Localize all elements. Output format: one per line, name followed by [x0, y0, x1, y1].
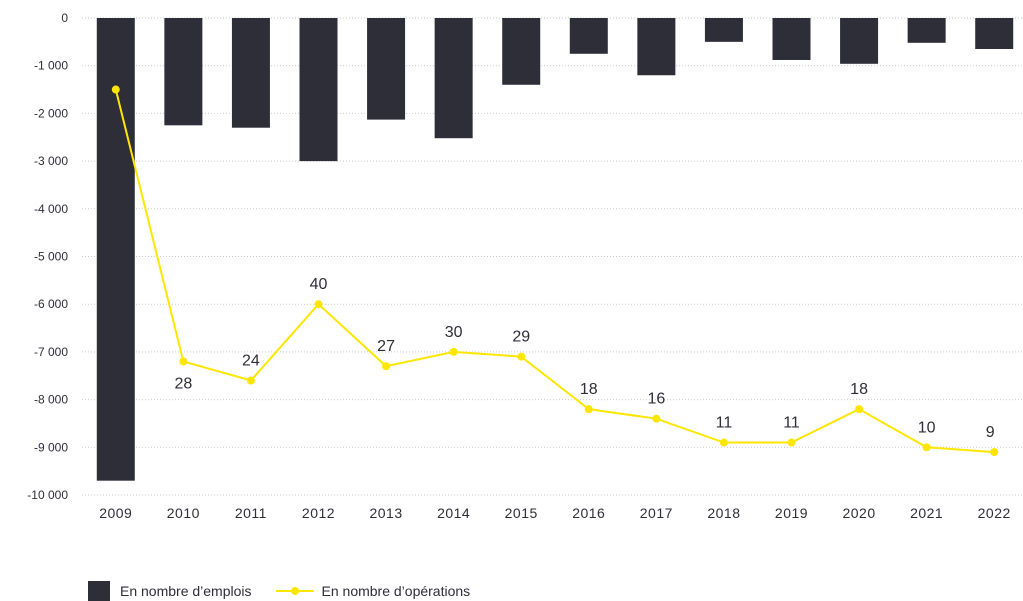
- y-tick-label: 0: [61, 11, 68, 25]
- x-tick-label: 2016: [572, 505, 605, 521]
- legend: En nombre d’emplois En nombre d’opératio…: [88, 581, 494, 601]
- y-tick-label: -6 000: [34, 297, 68, 311]
- x-tick-label: 2009: [99, 505, 132, 521]
- bar-series: [96, 18, 1014, 481]
- line-point-2016: [584, 405, 593, 414]
- bar-2016: [569, 18, 608, 54]
- data-label-2021: 10: [918, 419, 936, 436]
- line-point-2022: [990, 448, 999, 457]
- data-label-2011: 24: [242, 353, 260, 370]
- data-label-2013: 27: [377, 338, 395, 355]
- bar-2020: [840, 18, 879, 64]
- legend-item-line: En nombre d’opérations: [275, 581, 471, 601]
- data-label-2022: 9: [986, 424, 995, 441]
- line-point-2010: [179, 357, 188, 366]
- line-point-2013: [382, 362, 391, 371]
- x-tick-label: 2015: [505, 505, 538, 521]
- y-tick-label: -7 000: [34, 345, 68, 359]
- x-tick-label: 2018: [707, 505, 740, 521]
- bar-2015: [502, 18, 541, 85]
- data-label-2010: 28: [174, 375, 192, 392]
- x-tick-label: 2022: [978, 505, 1011, 521]
- line-point-2009: [111, 85, 120, 94]
- y-axis: 0 -1 000 -2 000 -3 000 -4 000 -5 000 -6 000 -7 …: [27, 11, 68, 502]
- x-tick-label: 2013: [369, 505, 402, 521]
- line-point-2012: [314, 300, 323, 309]
- data-label-2009: 85: [107, 62, 125, 79]
- x-tick-label: 2011: [235, 505, 267, 521]
- legend-bar-swatch: [88, 581, 110, 601]
- y-tick-label: -10 000: [27, 488, 68, 502]
- y-tick-label: -4 000: [34, 202, 68, 216]
- legend-line-label: En nombre d’opérations: [321, 583, 471, 599]
- data-label-2020: 18: [850, 381, 868, 398]
- data-label-2018: 11: [716, 415, 733, 432]
- x-tick-label: 2012: [302, 505, 335, 521]
- data-label-2014: 30: [445, 324, 463, 341]
- bar-2013: [367, 18, 406, 120]
- y-tick-label: -2 000: [34, 106, 68, 120]
- x-tick-label: 2010: [167, 505, 200, 521]
- y-tick-label: -3 000: [34, 154, 68, 168]
- x-tick-label: 2019: [775, 505, 808, 521]
- bar-2022: [975, 18, 1014, 50]
- y-tick-label: -9 000: [34, 440, 68, 454]
- line-point-2018: [719, 438, 728, 447]
- line-path: [114, 89, 995, 454]
- line-point-2014: [449, 347, 458, 356]
- line-series: 85 28 24 40 27 30 29 18 16 11 11 18 10 9: [107, 62, 999, 457]
- bar-2019: [772, 18, 811, 60]
- bar-2018: [704, 18, 743, 42]
- y-tick-label: -8 000: [34, 393, 68, 407]
- y-tick-label: -5 000: [34, 250, 68, 264]
- line-point-2020: [855, 405, 864, 414]
- bar-2012: [299, 18, 338, 162]
- line-point-2017: [652, 414, 661, 423]
- x-tick-label: 2014: [437, 505, 470, 521]
- x-tick-label: 2017: [640, 505, 673, 521]
- bar-2017: [637, 18, 676, 76]
- line-point-2019: [787, 438, 796, 447]
- legend-line-swatch: [275, 581, 314, 601]
- gridlines: [82, 17, 1023, 496]
- bar-2021: [907, 18, 946, 43]
- x-axis: 2009 2010 2011 2012 2013 2014 2015 2016 2017 2018…: [99, 505, 1011, 521]
- x-tick-label: 2020: [842, 505, 875, 521]
- bar-2009: [96, 18, 135, 481]
- data-label-2019: 11: [783, 415, 800, 432]
- legend-item-bars: En nombre d’emplois: [88, 581, 252, 601]
- legend-bars-label: En nombre d’emplois: [120, 583, 252, 599]
- line-point-2021: [922, 443, 931, 452]
- line-point-2011: [246, 376, 255, 385]
- data-label-2012: 40: [310, 276, 328, 293]
- data-label-2015: 29: [512, 329, 530, 346]
- line-point-2015: [517, 352, 526, 361]
- x-tick-label: 2021: [910, 505, 943, 521]
- bar-2011: [231, 18, 270, 128]
- bar-2014: [434, 18, 473, 139]
- data-label-2017: 16: [647, 391, 665, 408]
- bar-2010: [164, 18, 203, 126]
- y-tick-label: -1 000: [34, 59, 68, 73]
- data-label-2016: 18: [580, 381, 598, 398]
